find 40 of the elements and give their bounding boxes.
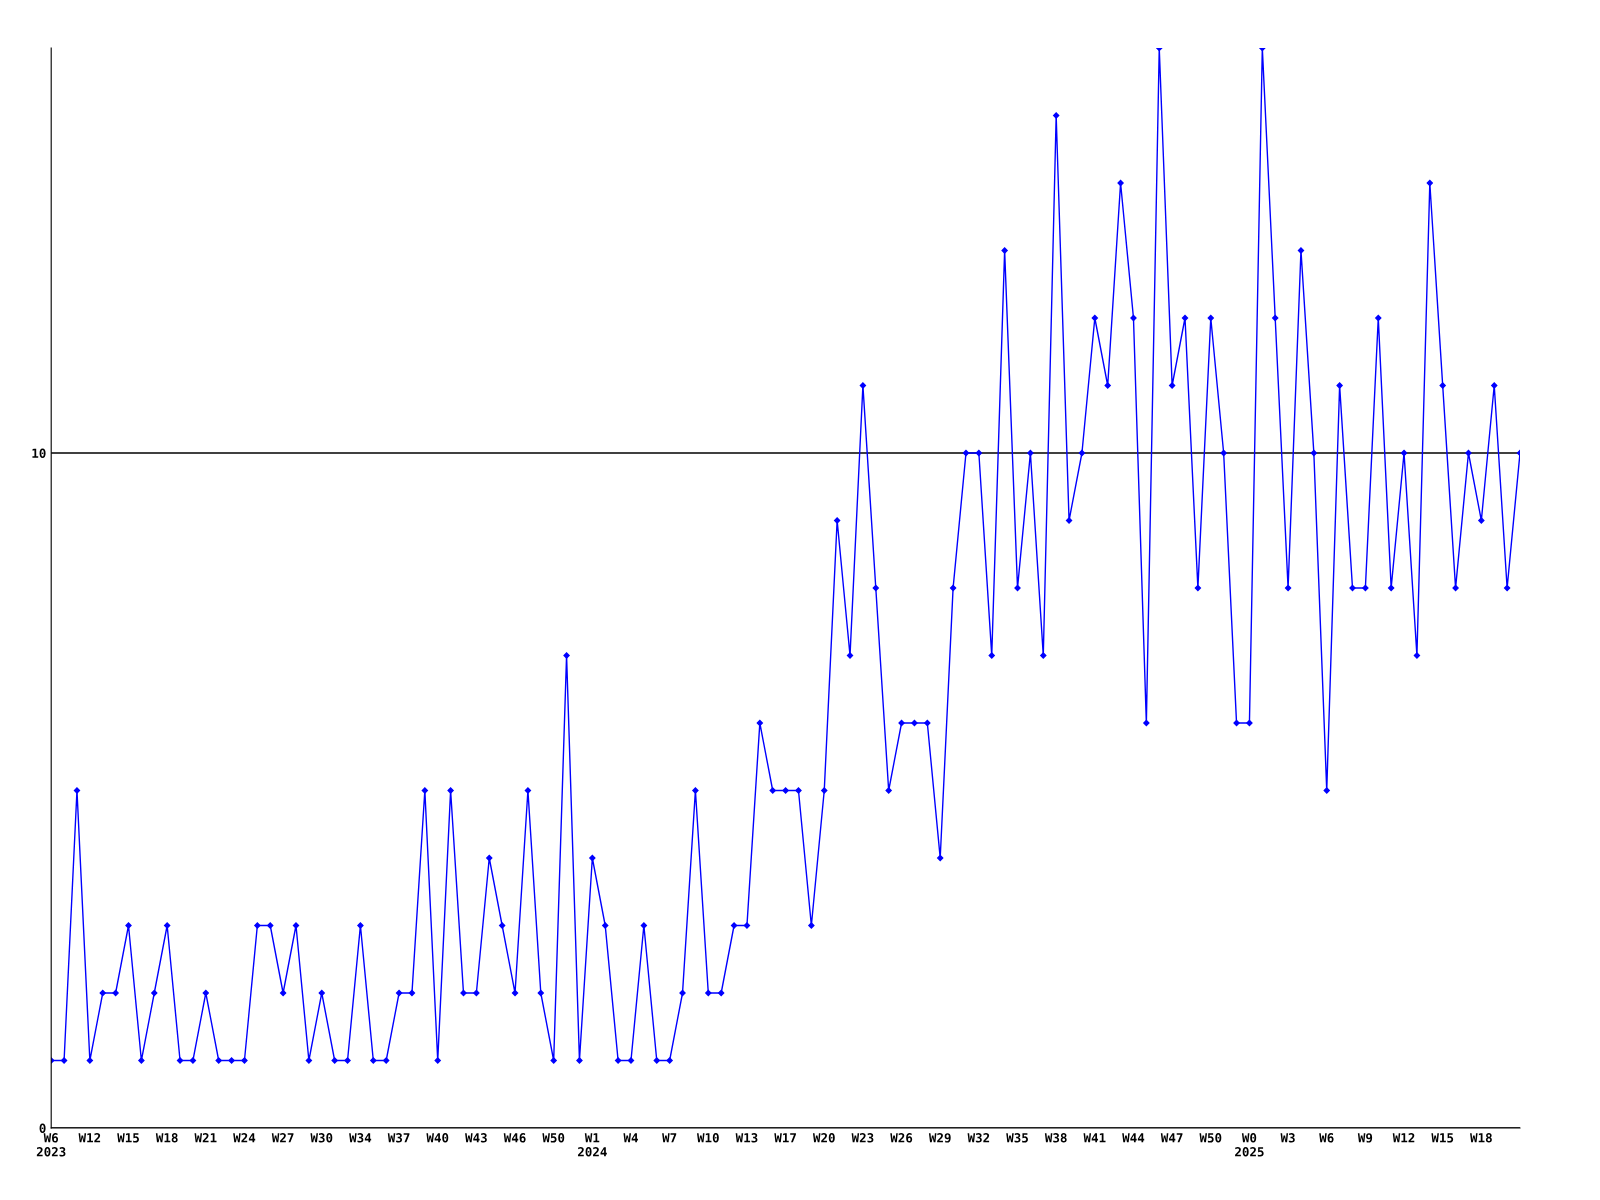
x-tick-label: W30 xyxy=(310,1133,333,1143)
x-tick-label: W29 xyxy=(928,1133,951,1143)
x-tick-label: W6 2023 xyxy=(36,1133,66,1157)
x-tick-label: W26 xyxy=(890,1133,913,1143)
x-tick-label: W18 xyxy=(155,1133,178,1143)
x-tick-label: W4 xyxy=(623,1133,638,1143)
x-tick-label: W50 xyxy=(1199,1133,1222,1143)
x-tick-label: W20 xyxy=(812,1133,835,1143)
x-tick-label: W18 xyxy=(1470,1133,1492,1143)
x-tick-label: W15 xyxy=(117,1133,139,1143)
x-tick-label: W12 xyxy=(1392,1133,1415,1143)
x-tick-label: W10 xyxy=(697,1133,719,1143)
x-tick-label: W24 xyxy=(233,1133,256,1143)
x-tick-label: W35 xyxy=(1006,1133,1028,1143)
x-tick-label: W41 xyxy=(1083,1133,1106,1143)
x-tick-label: W27 xyxy=(271,1133,294,1143)
x-tick-label: W6 xyxy=(1319,1133,1334,1143)
x-tick-label: W23 xyxy=(851,1133,874,1143)
x-tick-label: W17 xyxy=(774,1133,796,1143)
x-tick-label: W44 xyxy=(1122,1133,1145,1143)
x-tick-label: W0 2025 xyxy=(1235,1133,1264,1157)
y-tick-label: 0 xyxy=(39,1123,46,1133)
x-tick-label: W50 xyxy=(542,1133,565,1143)
x-tick-label: W7 xyxy=(662,1133,677,1143)
x-tick-label: W9 xyxy=(1357,1133,1373,1143)
x-tick-label: W32 xyxy=(967,1133,990,1143)
x-tick-label: W15 xyxy=(1431,1133,1454,1143)
x-tick-label: W3 xyxy=(1280,1133,1295,1143)
x-tick-label: W21 xyxy=(194,1133,217,1143)
x-tick-label: W38 xyxy=(1044,1133,1067,1143)
x-tick-label: W34 xyxy=(349,1133,372,1143)
y-tick-label: 10 xyxy=(32,448,46,458)
x-tick-label: W1 2024 xyxy=(577,1133,607,1157)
x-tick-label: W40 xyxy=(426,1133,449,1143)
x-tick-label: W43 xyxy=(465,1133,487,1143)
x-tick-label: W46 xyxy=(503,1133,526,1143)
x-tick-label: W13 xyxy=(735,1133,758,1143)
x-tick-label: W37 xyxy=(387,1133,410,1143)
x-tick-label: W47 xyxy=(1160,1133,1183,1143)
x-tick-label: W12 xyxy=(78,1133,101,1143)
